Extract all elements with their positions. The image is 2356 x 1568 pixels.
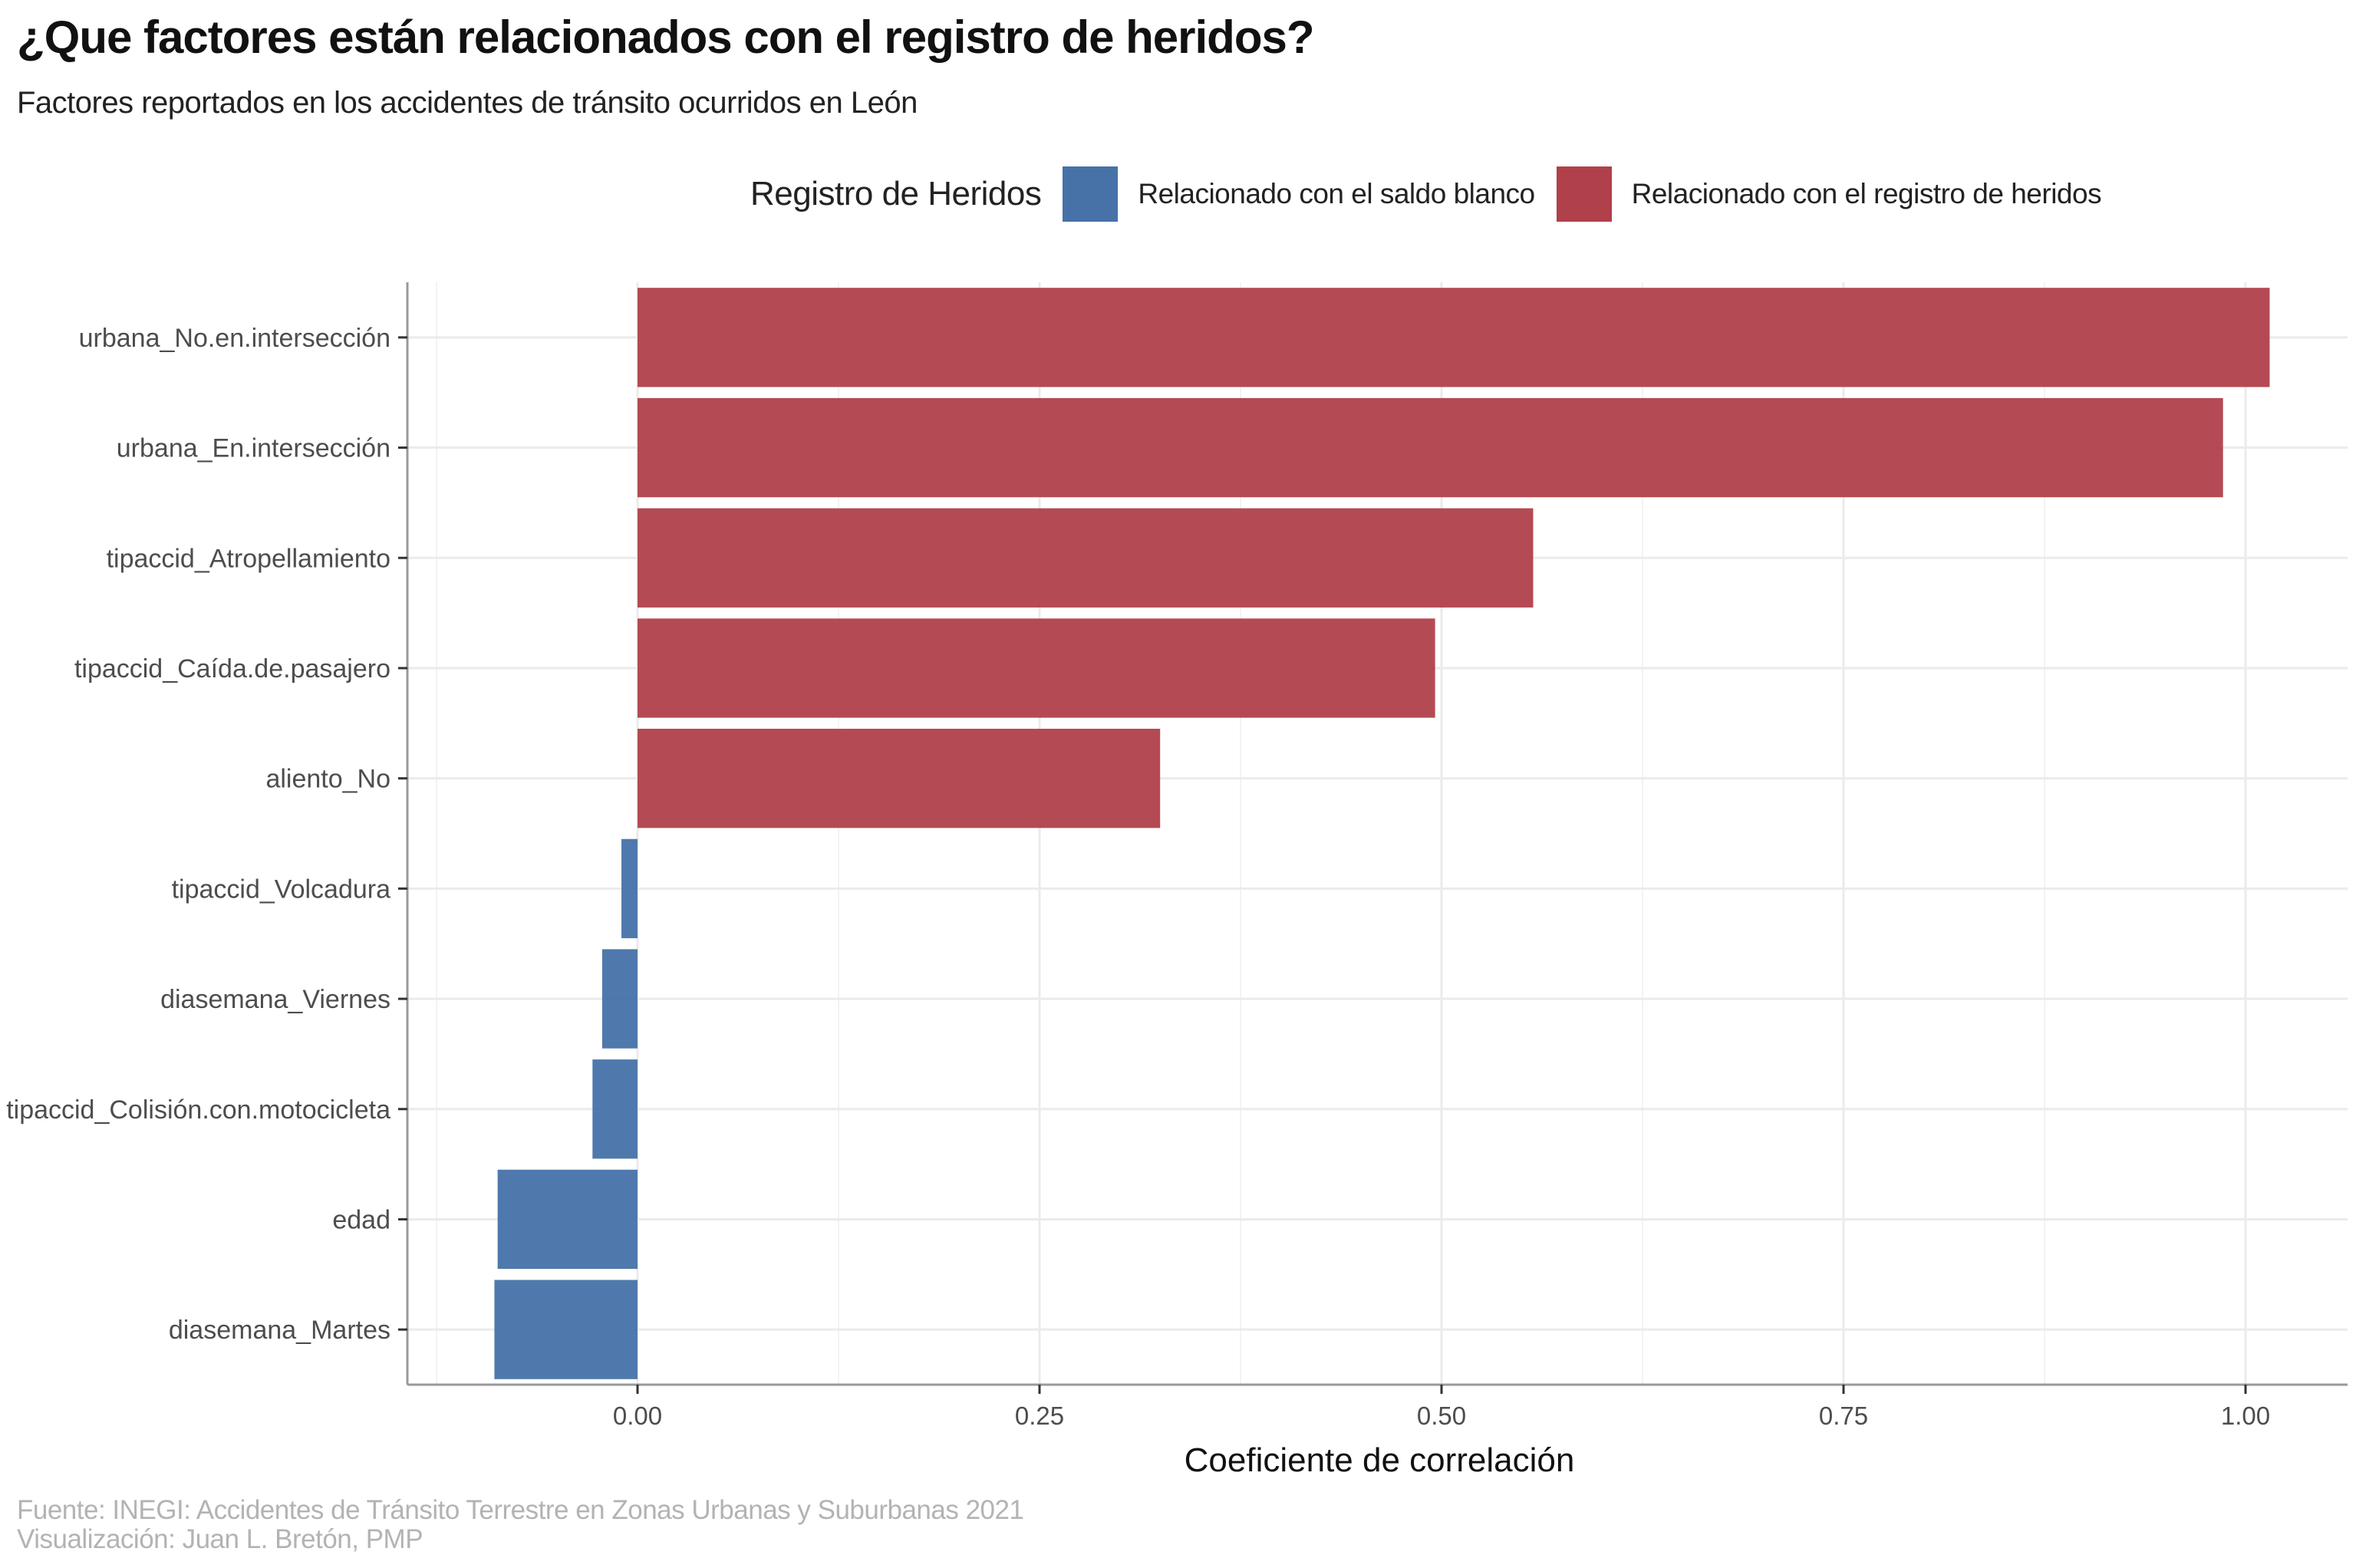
y-tick-label: tipaccid_Atropellamiento <box>107 544 390 573</box>
bar-1 <box>638 397 2223 498</box>
legend-swatch-heridos <box>1556 166 1612 222</box>
x-tick-label: 0.75 <box>1819 1402 1868 1430</box>
caption: Fuente: INEGI: Accidentes de Tránsito Te… <box>17 1495 1024 1554</box>
legend-swatch-saldo-blanco <box>1063 166 1119 222</box>
bar-7 <box>592 1059 638 1159</box>
bars <box>494 288 2270 1379</box>
chart-title: ¿Que factores están relacionados con el … <box>17 12 1314 63</box>
x-tick-label: 0.00 <box>613 1402 662 1430</box>
caption-source: Fuente: INEGI: Accidentes de Tránsito Te… <box>17 1495 1024 1525</box>
bar-4 <box>638 728 1161 828</box>
bar-5 <box>621 838 638 939</box>
y-tick-label: aliento_No <box>265 765 390 794</box>
legend-item-heridos: Relacionado con el registro de heridos <box>1556 166 2102 222</box>
chart-subtitle: Factores reportados en los accidentes de… <box>17 86 918 120</box>
x-axis-title: Coeficiente de correlación <box>1185 1441 1575 1479</box>
bar-9 <box>494 1280 638 1379</box>
y-tick-label: tipaccid_Volcadura <box>172 875 391 904</box>
x-tick-label: 1.00 <box>2221 1402 2270 1430</box>
bar-8 <box>497 1169 638 1270</box>
bar-6 <box>601 949 638 1049</box>
y-tick-label: edad <box>332 1205 390 1234</box>
y-tick-label: diasemana_Viernes <box>160 985 390 1014</box>
bar-2 <box>638 508 1534 608</box>
y-tick-label: diasemana_Martes <box>169 1316 390 1345</box>
legend-item-saldo-blanco: Relacionado con el saldo blanco <box>1063 166 1535 222</box>
y-tick-label: tipaccid_Colisión.con.motocicleta <box>6 1095 390 1125</box>
legend-label-heridos: Relacionado con el registro de heridos <box>1631 178 2102 209</box>
y-tick-label: urbana_No.en.intersección <box>79 324 390 353</box>
axes: urbana_No.en.intersección urbana_En.inter… <box>6 282 2348 1430</box>
y-tick-label: urbana_En.intersección <box>117 434 390 463</box>
bar-0 <box>638 288 2270 387</box>
caption-credit: Visualización: Juan L. Bretón, PMP <box>17 1524 423 1554</box>
legend-label-saldo-blanco: Relacionado con el saldo blanco <box>1138 178 1535 209</box>
x-tick-label: 0.25 <box>1015 1402 1064 1430</box>
legend: Registro de Heridos Relacionado con el s… <box>750 165 2123 223</box>
x-tick-label: 0.50 <box>1417 1402 1466 1430</box>
y-tick-label: tipaccid_Caída.de.pasajero <box>74 654 390 684</box>
bar-3 <box>638 618 1435 718</box>
legend-title: Registro de Heridos <box>750 175 1042 212</box>
